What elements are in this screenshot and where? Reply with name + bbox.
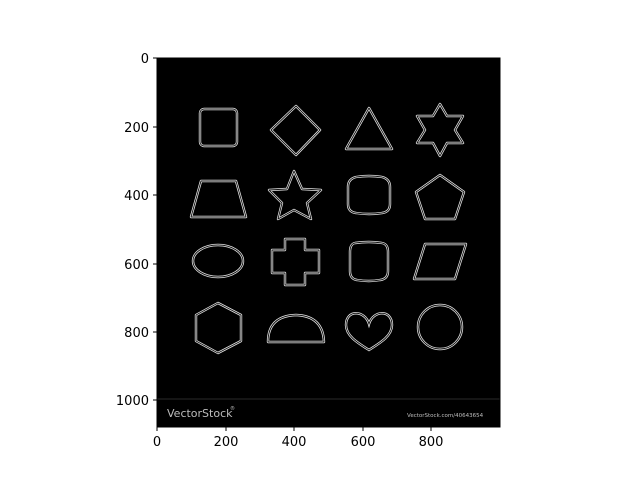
- y-tick-label: 1000: [116, 394, 149, 409]
- rounded-square-outline-icon: [198, 107, 239, 148]
- x-tick-label: 400: [282, 435, 307, 450]
- six-point-star-outline-icon: [415, 102, 465, 158]
- five-point-star-outline-icon: [267, 169, 323, 221]
- y-tick-label: 600: [124, 258, 149, 273]
- watermark-id: VectorStock.com/40643654: [407, 413, 484, 419]
- rounded-rectangle-outline-icon: [346, 174, 392, 216]
- triangle-outline-icon: [344, 106, 394, 151]
- trapezoid-outline-icon: [189, 179, 248, 219]
- image-background: [157, 58, 500, 427]
- y-tick-label: 0: [141, 52, 149, 67]
- x-tick-label: 600: [351, 435, 376, 450]
- x-tick-label: 800: [419, 435, 444, 450]
- semicircle-outline-icon: [266, 313, 326, 344]
- y-tick-label: 200: [124, 121, 149, 136]
- x-tick-label: 200: [214, 435, 239, 450]
- x-axis: 0 200 400 600 800: [153, 427, 444, 450]
- hexagon-outline-icon: [194, 301, 243, 355]
- cross-outline-icon: [270, 237, 321, 287]
- ellipse-outline-icon: [191, 243, 245, 279]
- squircle-outline-icon: [348, 240, 390, 283]
- heart-outline-icon: [344, 312, 394, 352]
- parallelogram-outline-icon: [412, 242, 468, 281]
- pentagon-outline-icon: [414, 173, 466, 221]
- axes-frame: [156, 57, 501, 428]
- circle-outline-icon: [416, 303, 464, 351]
- diamond-outline-icon: [269, 104, 322, 157]
- y-tick-label: 400: [124, 189, 149, 204]
- watermark-logo: VectorStock: [167, 407, 233, 420]
- x-tick-label: 0: [153, 435, 161, 450]
- watermark-registered-mark: ®: [230, 405, 235, 412]
- y-axis: 0 200 400 600 800 1000: [116, 52, 157, 409]
- y-tick-label: 800: [124, 326, 149, 341]
